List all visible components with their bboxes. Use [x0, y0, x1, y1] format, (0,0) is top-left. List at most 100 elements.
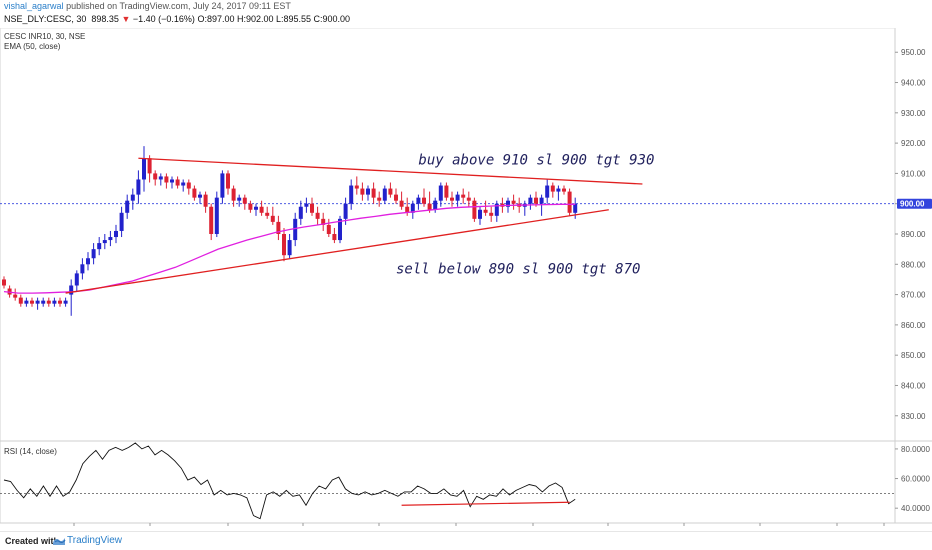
candle	[181, 179, 186, 192]
candle-body	[528, 197, 533, 204]
price-axis-label: 860.00	[901, 321, 926, 330]
candle-body	[2, 279, 6, 286]
published-text: published on TradingView.com, July 24, 2…	[66, 1, 291, 11]
candle-body	[550, 185, 555, 192]
upper-trend-line	[138, 157, 643, 185]
tradingview-logo-icon	[53, 538, 66, 545]
candle-body	[567, 191, 572, 213]
candle	[58, 297, 62, 307]
candle	[438, 182, 443, 207]
candle-body	[58, 300, 62, 304]
candle-body	[158, 176, 163, 180]
candle-body	[489, 212, 494, 216]
candle	[298, 200, 303, 225]
tradingview-brand[interactable]: TradingView	[67, 535, 123, 546]
chart-area[interactable]: 950.00 940.00 930.00 920.00 910.00 900.00 890.…	[0, 27, 932, 537]
candle	[394, 188, 398, 204]
candle	[528, 194, 533, 210]
candle	[321, 212, 326, 231]
candle-body	[231, 188, 236, 201]
candle	[354, 176, 359, 195]
candle	[153, 170, 158, 186]
candle-body	[13, 294, 18, 298]
price-axis-label: 940.00	[901, 79, 926, 88]
candle-body	[433, 200, 438, 210]
price-change: −1.40 (−0.16%)	[132, 14, 195, 24]
candle	[198, 191, 202, 204]
candle	[427, 191, 432, 213]
candle-body	[282, 234, 286, 256]
candle	[220, 170, 225, 204]
candle	[248, 200, 253, 213]
candle-body	[91, 249, 96, 259]
publish-info: vishal_agarwal published on TradingView.…	[4, 1, 291, 11]
candle-body	[545, 185, 550, 198]
candle	[175, 176, 180, 189]
candle-body	[338, 218, 342, 241]
candle	[399, 191, 404, 210]
candle	[410, 200, 415, 219]
candle	[444, 182, 449, 201]
candle-body	[125, 200, 130, 213]
price-chart[interactable]: 950.00 940.00 930.00 920.00 910.00 900.00 890.…	[0, 27, 932, 537]
candle	[360, 182, 365, 201]
candle	[433, 197, 438, 213]
candle-body	[35, 300, 40, 304]
sell-annotation: sell below 890 sl 900 tgt 870	[396, 261, 640, 277]
candle-body	[86, 258, 90, 265]
candle-body	[80, 264, 85, 274]
candle-body	[242, 197, 247, 204]
created-with-text: Created with	[5, 536, 60, 546]
candle	[186, 179, 191, 195]
rsi-line	[3, 442, 576, 520]
candle-body	[136, 179, 141, 195]
candle	[550, 182, 555, 198]
candle-body	[483, 209, 488, 213]
candle	[226, 170, 230, 195]
candle	[326, 218, 331, 238]
candle-body	[74, 273, 79, 286]
candle	[86, 252, 90, 271]
candle	[466, 191, 471, 207]
candle	[147, 155, 152, 183]
candle	[80, 258, 85, 280]
candle-body	[354, 185, 359, 189]
candle-body	[472, 200, 477, 219]
candle	[310, 197, 314, 216]
candle-body	[220, 173, 225, 198]
candle	[192, 185, 197, 201]
candle	[450, 191, 454, 207]
candle-body	[130, 194, 135, 201]
author-link[interactable]: vishal_agarwal	[4, 1, 64, 11]
candle-body	[276, 221, 281, 234]
candle	[265, 206, 270, 219]
candle-body	[304, 203, 309, 207]
candle-body	[573, 203, 578, 213]
candle	[371, 182, 376, 204]
candle-body	[46, 300, 51, 304]
candle-body	[478, 209, 482, 219]
candle-body	[97, 243, 102, 250]
candle	[489, 206, 494, 222]
rsi-trend-line	[401, 501, 570, 506]
candle	[237, 194, 242, 207]
candle-body	[209, 206, 214, 234]
candle-body	[388, 188, 393, 195]
candle-body	[259, 206, 264, 213]
candle	[203, 191, 208, 213]
candle-body	[181, 182, 186, 186]
candle	[214, 191, 219, 238]
candle	[91, 243, 96, 265]
candle	[41, 297, 46, 307]
candle-body	[438, 185, 443, 201]
candle	[455, 191, 460, 207]
candle-body	[343, 203, 348, 219]
candle-body	[203, 194, 208, 207]
candle-body	[382, 188, 387, 201]
candle-body	[170, 179, 174, 183]
last-price: 898.35	[91, 14, 119, 24]
candle-body	[315, 212, 320, 219]
candle	[35, 297, 40, 310]
candle-body	[349, 185, 354, 204]
rsi-legend: RSI (14, close)	[4, 447, 57, 456]
